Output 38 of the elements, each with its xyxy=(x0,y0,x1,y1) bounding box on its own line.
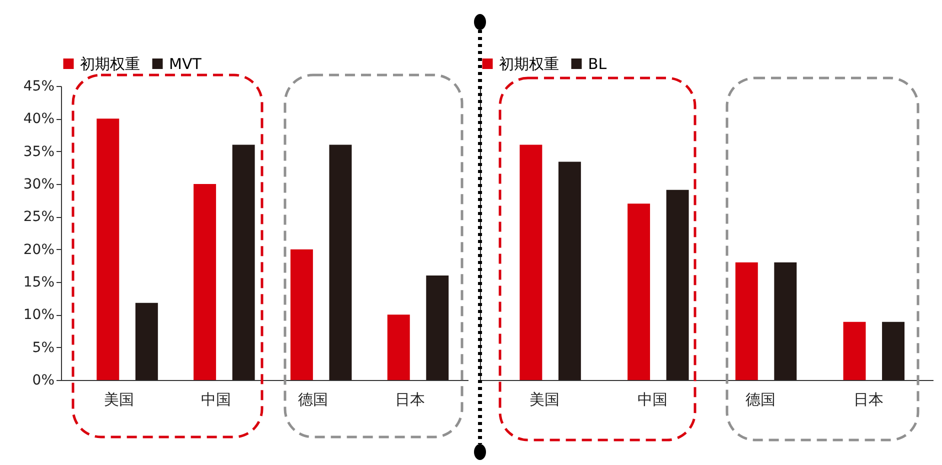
x-tick-label: 德国 xyxy=(298,390,328,408)
legend-label: 初期权重 xyxy=(499,54,559,73)
bar xyxy=(735,262,758,380)
bar xyxy=(96,118,120,380)
y-tick-label: 35% xyxy=(23,144,54,160)
bar xyxy=(426,275,449,380)
y-tick-label: 15% xyxy=(23,274,54,290)
y-tick-label: 30% xyxy=(23,176,54,192)
y-tick-label: 45% xyxy=(23,78,54,94)
y-tick-label: 20% xyxy=(23,242,54,258)
bar xyxy=(520,144,542,380)
y-tick-label: 25% xyxy=(23,209,54,226)
y-tick-label: 10% xyxy=(23,307,54,324)
bar xyxy=(135,302,158,380)
x-tick-label: 中国 xyxy=(638,390,668,408)
bar xyxy=(628,204,650,380)
legend-label: MVT xyxy=(169,54,202,73)
bar xyxy=(290,249,313,380)
y-tick-label: 5% xyxy=(32,340,54,356)
bar xyxy=(194,184,216,380)
x-tick-label: 日本 xyxy=(394,390,425,408)
bar xyxy=(329,144,352,380)
bar xyxy=(774,262,797,380)
legend-label: BL xyxy=(588,54,608,73)
bar xyxy=(232,144,255,380)
bar xyxy=(843,322,866,380)
x-tick-label: 中国 xyxy=(201,390,232,408)
x-tick-label: 德国 xyxy=(745,390,776,408)
x-tick-label: 美国 xyxy=(530,390,560,408)
x-tick-label: 美国 xyxy=(104,390,134,408)
x-tick-label: 日本 xyxy=(853,390,884,408)
bar xyxy=(558,162,581,380)
bar xyxy=(387,314,410,380)
y-tick-label: 40% xyxy=(23,111,54,128)
bar xyxy=(882,322,905,380)
legend-label: 初期权重 xyxy=(80,54,140,73)
bar xyxy=(666,190,689,380)
y-tick-label: 0% xyxy=(32,372,54,388)
